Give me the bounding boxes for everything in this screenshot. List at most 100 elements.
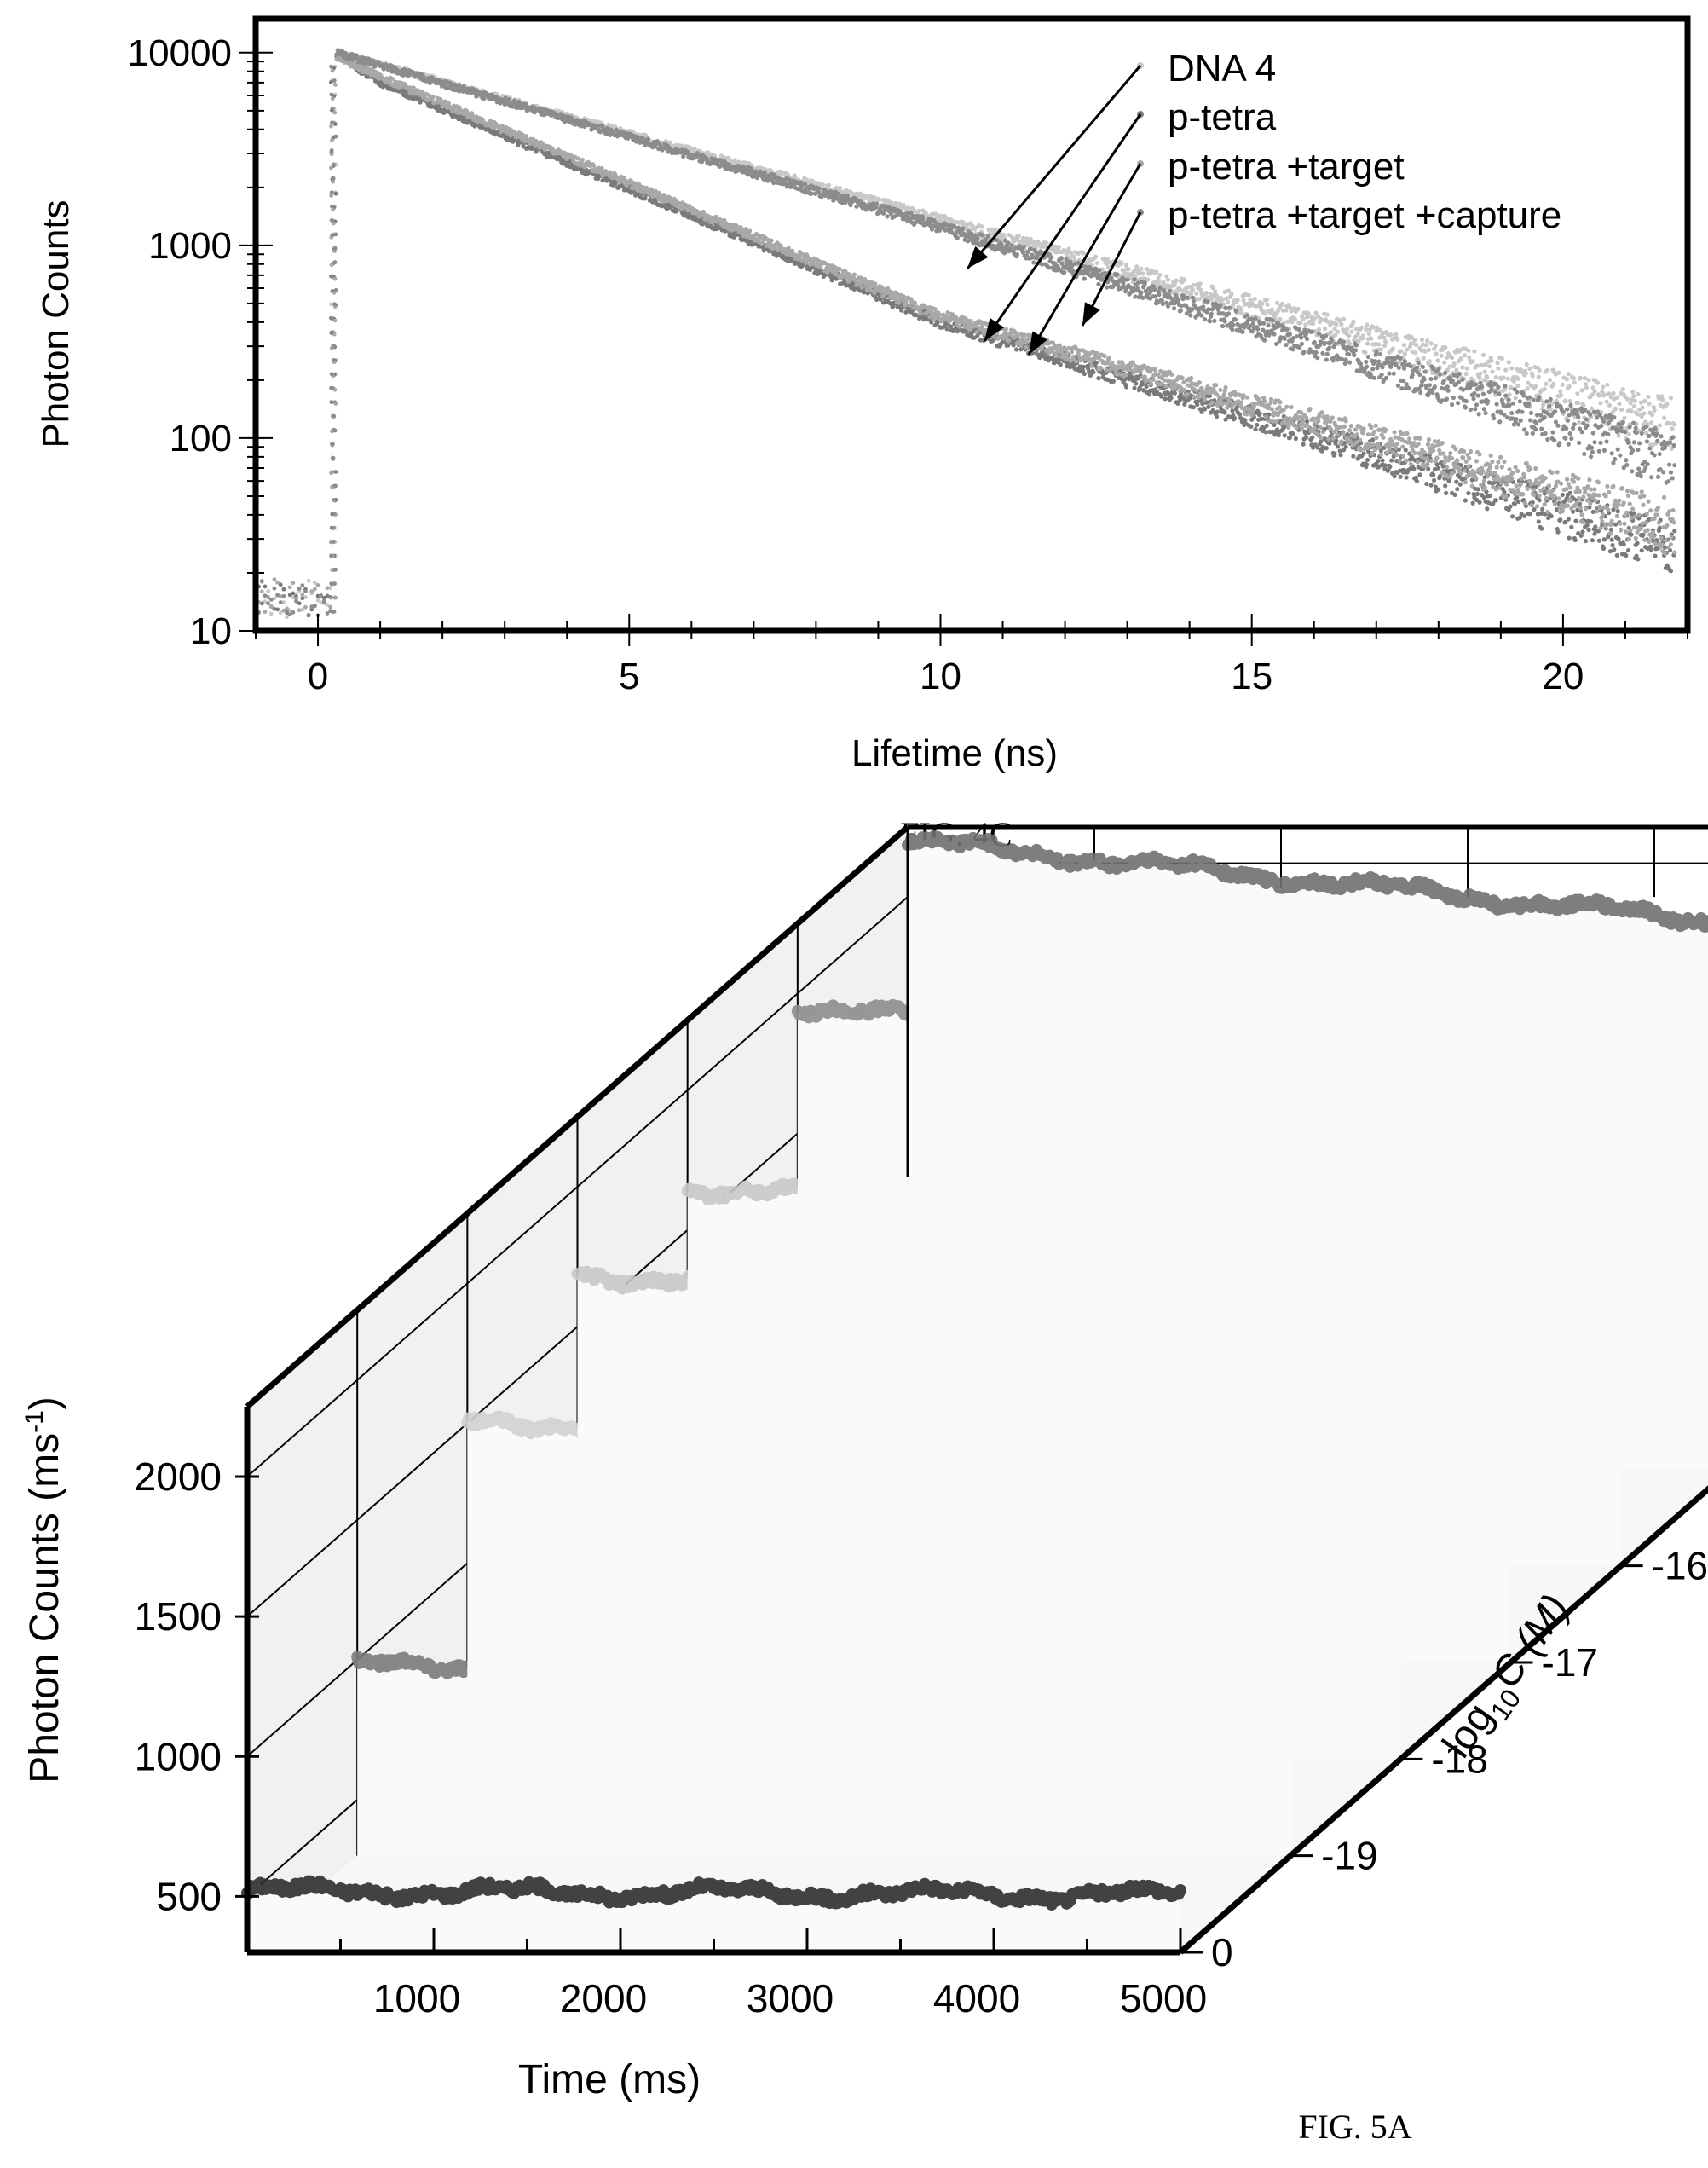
fig4c-point <box>1575 391 1580 396</box>
fig4c-point <box>1306 311 1311 316</box>
fig4c-point <box>1006 343 1011 348</box>
fig4c-point <box>974 329 979 335</box>
fig4c-point <box>1409 334 1414 340</box>
fig4c-point <box>1558 517 1563 523</box>
fig4c-point <box>1636 557 1641 562</box>
fig4c-point <box>1434 462 1440 467</box>
fig4c-point <box>1463 371 1469 377</box>
fig4c-point <box>1469 477 1474 483</box>
fig4c-point <box>278 594 283 599</box>
fig4c-point <box>1218 387 1223 393</box>
fig4c-point <box>1424 481 1429 487</box>
fig4c-point <box>1440 464 1445 469</box>
fig4c-point <box>1428 483 1434 488</box>
fig4c-point <box>1672 422 1677 427</box>
fig4c-point <box>1337 318 1342 323</box>
fig4c-point <box>259 601 264 606</box>
fig4c-point <box>1573 518 1578 523</box>
fig4c-point <box>275 607 280 612</box>
fig4c-point <box>1223 384 1228 390</box>
fig4c-point <box>1174 278 1179 283</box>
fig4c-point <box>1282 433 1287 438</box>
fig4c-point <box>727 157 732 162</box>
fig4c-point <box>1375 325 1380 330</box>
fig4c-point <box>1253 426 1258 432</box>
fig4c-point <box>1181 380 1186 385</box>
fig4c-point <box>1169 372 1174 377</box>
fig4c-point <box>1589 406 1595 411</box>
fig4c-point <box>1567 535 1572 541</box>
fig4c-point <box>957 324 962 329</box>
fig4c-point <box>1463 498 1468 503</box>
fig4c-point <box>1567 490 1572 495</box>
fig4c-point <box>1349 329 1354 334</box>
fig4c-point <box>1613 406 1619 411</box>
fig4c-point <box>1536 519 1541 524</box>
fig4c-point <box>330 484 334 489</box>
fig4c-point <box>263 584 268 589</box>
fig4c-point <box>1583 376 1588 381</box>
fig4c-point <box>1093 254 1099 259</box>
fig4c-point <box>1123 263 1129 268</box>
fig4c-point <box>441 110 447 115</box>
fig4c-point <box>968 318 973 324</box>
fig4c-point <box>1293 436 1299 442</box>
fig4c-point <box>1646 394 1651 400</box>
fig4c-point <box>1525 386 1530 391</box>
fig4c-point <box>1126 267 1131 272</box>
fig4c-point <box>1466 348 1471 353</box>
fig4c-point <box>1147 378 1152 383</box>
fig4c-point <box>1612 547 1617 552</box>
fig4c-point <box>411 85 416 90</box>
fig4c-point <box>1205 400 1210 405</box>
fig4c-point <box>1464 366 1469 371</box>
fig4c-point <box>599 165 604 171</box>
fig4c-point <box>1365 462 1370 467</box>
fig4c-point <box>330 138 334 142</box>
fig4c-point <box>1404 475 1409 480</box>
fig4c-point <box>1601 392 1607 397</box>
fig4c-point <box>897 300 902 305</box>
fig4c-point <box>1649 420 1654 425</box>
fig4c-point <box>1460 365 1465 370</box>
fig4c-point <box>1172 390 1178 396</box>
fig4c-point <box>1153 269 1159 275</box>
fig4c-point <box>1319 438 1324 444</box>
fig4c-point <box>1168 396 1174 401</box>
fig4c-point <box>747 228 753 234</box>
fig4c-point <box>1013 347 1019 352</box>
fig4c-point <box>1398 474 1403 479</box>
fig4c-point <box>1144 384 1149 390</box>
fig4c-point <box>1621 542 1626 547</box>
fig4c-point <box>859 285 864 290</box>
fig4c-point <box>1182 387 1187 393</box>
fig4c-point <box>1527 366 1532 371</box>
fig4c-point <box>1097 356 1102 361</box>
fig4c-point <box>1607 549 1613 554</box>
fig4c-point <box>1359 325 1365 330</box>
fig4c-point <box>1276 432 1281 438</box>
fig4c-point <box>1495 361 1500 366</box>
fig4c-point <box>1185 392 1190 397</box>
fig4c-point <box>1165 277 1171 282</box>
fig4c-point <box>1327 441 1332 446</box>
fig4c-point <box>1224 296 1229 301</box>
fig4c-point <box>1590 509 1595 515</box>
fig4c-point <box>1480 352 1486 357</box>
fig4c-point <box>1642 398 1647 404</box>
fig4c-point <box>1313 310 1319 315</box>
fig4c-point <box>1571 375 1577 381</box>
fig4c-point <box>1095 350 1100 356</box>
fig4c-point <box>1474 491 1480 497</box>
fig4c-point <box>1639 413 1644 419</box>
fig4c-point <box>1243 418 1248 423</box>
fig4c-point <box>1474 363 1480 368</box>
fig4c-point <box>1589 519 1594 524</box>
fig4c-point <box>1225 405 1230 410</box>
fig4c-point <box>1324 312 1330 317</box>
fig4c-point <box>442 99 447 104</box>
fig4c-point <box>816 181 822 186</box>
fig4c-point <box>1050 349 1055 354</box>
fig4c-series-2 <box>253 52 1677 618</box>
fig4c-point <box>1355 332 1360 337</box>
